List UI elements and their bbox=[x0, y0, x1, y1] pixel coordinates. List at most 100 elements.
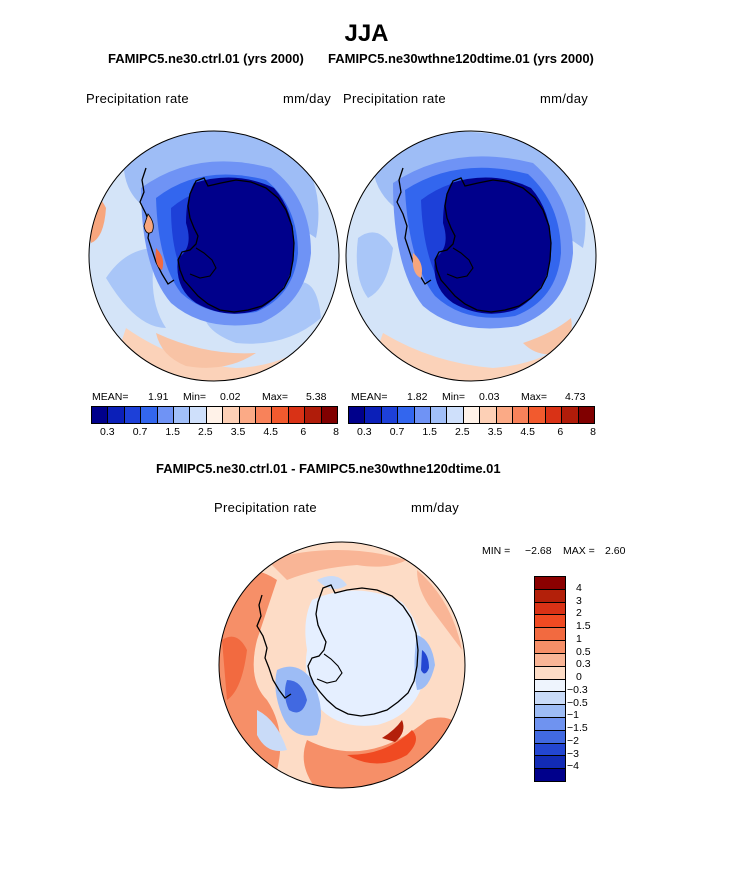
left-antarctic-core bbox=[177, 177, 295, 314]
colorbar-tick-label: 4 bbox=[576, 581, 582, 594]
colorbar-swatch bbox=[141, 407, 158, 423]
colorbar-swatch bbox=[513, 407, 530, 423]
colorbar-tick-label: −0.3 bbox=[567, 683, 588, 696]
diff-south-america-coast bbox=[256, 594, 292, 699]
colorbar-tick-label: −1 bbox=[567, 709, 579, 722]
colorbar-tick-label: −1.5 bbox=[567, 722, 588, 734]
diff-min-label: MIN = bbox=[482, 545, 511, 557]
colorbar-tick-label: 2 bbox=[576, 607, 582, 620]
colorbar-tick-label: 0.7 bbox=[132, 426, 148, 438]
left-min-value: 0.02 bbox=[220, 391, 241, 403]
colorbar-swatch bbox=[535, 628, 565, 642]
colorbar-swatch bbox=[535, 730, 565, 744]
colorbar-tick-label: 0 bbox=[576, 671, 582, 683]
difference-colorbar bbox=[534, 576, 566, 782]
colorbar-swatch bbox=[431, 407, 448, 423]
right-antarctica-coastline bbox=[434, 177, 552, 313]
colorbar-swatch bbox=[535, 769, 565, 781]
colorbar-swatch bbox=[535, 743, 565, 757]
colorbar-tick-label: 6 bbox=[557, 426, 564, 438]
right-max-label: Max= bbox=[521, 391, 547, 403]
left-colorbar bbox=[91, 406, 338, 424]
colorbar-swatch bbox=[124, 407, 142, 423]
colorbar-tick-label: 6 bbox=[300, 426, 307, 438]
colorbar-tick-label: 1 bbox=[576, 632, 582, 645]
colorbar-tick-label: 0.5 bbox=[576, 645, 591, 658]
diff-max-label: MAX = bbox=[563, 545, 595, 557]
colorbar-tick-label: 2.5 bbox=[455, 426, 470, 438]
right-map-border bbox=[345, 130, 597, 382]
colorbar-swatch bbox=[239, 407, 257, 423]
left-min-label: Min= bbox=[183, 391, 207, 403]
colorbar-swatch bbox=[535, 577, 565, 590]
colorbar-swatch bbox=[535, 602, 565, 616]
right-min-label: Min= bbox=[442, 391, 466, 403]
colorbar-tick-label: 0.3 bbox=[576, 658, 591, 671]
colorbar-swatch bbox=[496, 407, 514, 423]
left-antarctica-coastline bbox=[177, 177, 295, 313]
colorbar-swatch bbox=[535, 653, 565, 667]
left-mean-value: 1.91 bbox=[148, 391, 169, 403]
difference-colorbar-ticks: 4 3 2 1.5 1 0.5 0.3 0 −0.3 −0.5 −1 −1.5 −2 −3 −4 bbox=[567, 576, 628, 780]
difference-polar-map bbox=[218, 541, 466, 789]
colorbar-tick-label: 3 bbox=[576, 594, 582, 607]
right-mean-label: MEAN= bbox=[351, 391, 388, 403]
colorbar-swatch bbox=[288, 407, 306, 423]
left-polar-map bbox=[88, 130, 340, 382]
colorbar-swatch bbox=[272, 407, 289, 423]
colorbar-swatch bbox=[535, 641, 565, 654]
diff-units-label: mm/day bbox=[411, 500, 460, 515]
colorbar-tick-label: 0.3 bbox=[357, 426, 372, 438]
colorbar-swatch bbox=[256, 407, 273, 423]
colorbar-tick-label: −4 bbox=[567, 760, 579, 773]
colorbar-tick-label: 8 bbox=[590, 426, 596, 438]
left-max-value: 5.38 bbox=[306, 391, 327, 403]
colorbar-swatch bbox=[535, 679, 565, 693]
colorbar-swatch bbox=[381, 407, 399, 423]
difference-title: FAMIPC5.ne30.ctrl.01 - FAMIPC5.ne30wthne… bbox=[156, 461, 501, 476]
diff-min-value: −2.68 bbox=[525, 545, 552, 557]
colorbar-swatch bbox=[206, 407, 224, 423]
subtitle-right: FAMIPC5.ne30wthne120dtime.01 (yrs 2000) bbox=[328, 51, 594, 66]
subtitle-left: FAMIPC5.ne30.ctrl.01 (yrs 2000) bbox=[108, 51, 304, 66]
colorbar-tick-label: 1.5 bbox=[576, 620, 591, 632]
colorbar-tick-label: 0.3 bbox=[100, 426, 115, 438]
diff-antarctica-coastline bbox=[307, 584, 419, 717]
colorbar-tick-label: 3.5 bbox=[230, 426, 246, 438]
colorbar-tick-label: 4.5 bbox=[263, 426, 278, 438]
colorbar-swatch bbox=[535, 756, 565, 770]
colorbar-swatch bbox=[157, 407, 175, 423]
right-colorbar bbox=[348, 406, 595, 424]
colorbar-tick-label: −0.5 bbox=[567, 696, 588, 709]
colorbar-swatch bbox=[92, 407, 109, 423]
colorbar-swatch bbox=[414, 407, 432, 423]
colorbar-swatch bbox=[398, 407, 415, 423]
diff-map-border bbox=[218, 541, 466, 789]
colorbar-swatch bbox=[578, 407, 595, 423]
colorbar-swatch bbox=[562, 407, 579, 423]
right-variable-label: Precipitation rate bbox=[343, 91, 446, 106]
colorbar-tick-label: 1.5 bbox=[422, 426, 437, 438]
colorbar-swatch bbox=[321, 407, 338, 423]
right-colorbar-ticks: 0.3 0.7 1.5 2.5 3.5 4.5 6 8 bbox=[348, 426, 596, 440]
colorbar-swatch bbox=[463, 407, 481, 423]
left-max-label: Max= bbox=[262, 391, 288, 403]
colorbar-tick-label: −2 bbox=[567, 734, 579, 747]
colorbar-tick-label: 3.5 bbox=[487, 426, 503, 438]
colorbar-swatch bbox=[223, 407, 240, 423]
colorbar-swatch bbox=[305, 407, 322, 423]
left-colorbar-ticks: 0.3 0.7 1.5 2.5 3.5 4.5 6 8 bbox=[91, 426, 339, 440]
colorbar-swatch bbox=[535, 705, 565, 718]
diff-blue-centre bbox=[305, 590, 426, 726]
colorbar-swatch bbox=[545, 407, 563, 423]
figure-title: JJA bbox=[344, 20, 389, 47]
colorbar-swatch bbox=[480, 407, 497, 423]
colorbar-tick-label: 4.5 bbox=[520, 426, 535, 438]
colorbar-tick-label: 8 bbox=[333, 426, 339, 438]
colorbar-swatch bbox=[447, 407, 464, 423]
colorbar-tick-label: 1.5 bbox=[165, 426, 180, 438]
colorbar-swatch bbox=[535, 666, 565, 680]
colorbar-swatch bbox=[535, 589, 565, 603]
right-antarctic-core bbox=[434, 177, 552, 314]
right-max-value: 4.73 bbox=[565, 391, 586, 403]
